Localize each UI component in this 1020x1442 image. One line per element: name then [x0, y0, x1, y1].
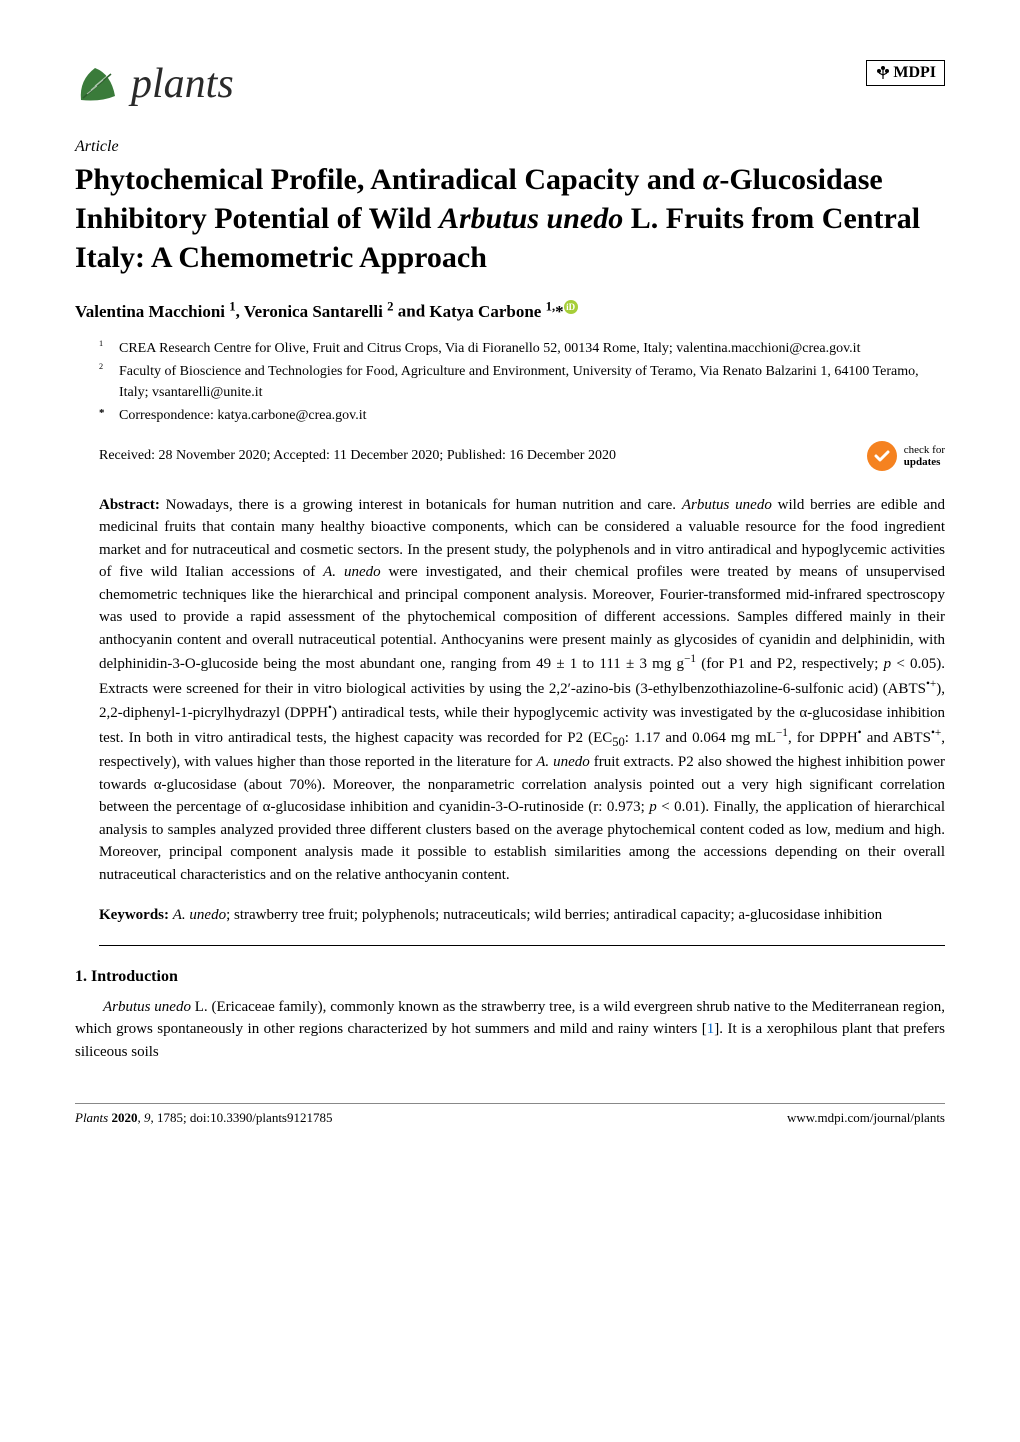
affil-num-2: 2 [99, 362, 103, 371]
dates-row: Received: 28 November 2020; Accepted: 11… [99, 440, 945, 472]
article-title: Phytochemical Profile, Antiradical Capac… [75, 160, 945, 277]
journal-logo: plants [75, 60, 234, 108]
check-updates-text: check forupdates [904, 444, 945, 468]
affiliations: 1 CREA Research Centre for Olive, Fruit … [99, 338, 945, 426]
keywords-label: Keywords: [99, 907, 169, 923]
article-type: Article [75, 138, 945, 156]
check-updates-badge[interactable]: check forupdates [866, 440, 945, 472]
affiliation-1: 1 CREA Research Centre for Olive, Fruit … [99, 338, 945, 359]
affil-text-corr: Correspondence: katya.carbone@crea.gov.i… [119, 405, 945, 426]
journal-name: plants [131, 60, 234, 108]
keywords-text: A. unedo; strawberry tree fruit; polyphe… [173, 907, 882, 923]
section-1-body: Arbutus unedo L. (Ericaceae family), com… [75, 996, 945, 1064]
header-row: plants MDPI [75, 60, 945, 108]
affil-num-1: 1 [99, 339, 103, 348]
mdpi-tree-icon [875, 65, 891, 81]
authors-line: Valentina Macchioni 1, Veronica Santarel… [75, 299, 945, 322]
page-footer: Plants 2020, 9, 1785; doi:10.3390/plants… [75, 1103, 945, 1126]
abstract-block: Abstract: Nowadays, there is a growing i… [99, 494, 945, 887]
author-3: Katya Carbone 1,*iD [429, 302, 577, 321]
section-1-heading: 1. Introduction [75, 968, 945, 986]
affil-text-1: CREA Research Centre for Olive, Fruit an… [119, 338, 945, 359]
keywords-block: Keywords: A. unedo; strawberry tree frui… [99, 904, 945, 927]
affil-text-2: Faculty of Bioscience and Technologies f… [119, 361, 945, 403]
section-divider [99, 945, 945, 946]
affiliation-2: 2 Faculty of Bioscience and Technologies… [99, 361, 945, 403]
footer-right: www.mdpi.com/journal/plants [787, 1110, 945, 1126]
publication-dates: Received: 28 November 2020; Accepted: 11… [99, 448, 616, 464]
correspondence: * Correspondence: katya.carbone@crea.gov… [99, 405, 945, 426]
author-1: Valentina Macchioni 1 [75, 302, 236, 321]
affil-num-corr: * [99, 407, 105, 419]
abstract-label: Abstract: [99, 497, 160, 513]
publisher-name: MDPI [893, 64, 936, 82]
author-2: Veronica Santarelli 2 [244, 302, 394, 321]
check-updates-icon [866, 440, 898, 472]
footer-left: Plants 2020, 9, 1785; doi:10.3390/plants… [75, 1110, 332, 1126]
mdpi-logo: MDPI [866, 60, 945, 86]
abstract-text: Nowadays, there is a growing interest in… [99, 497, 945, 883]
orcid-icon: iD [564, 300, 578, 314]
leaf-icon [75, 60, 123, 108]
